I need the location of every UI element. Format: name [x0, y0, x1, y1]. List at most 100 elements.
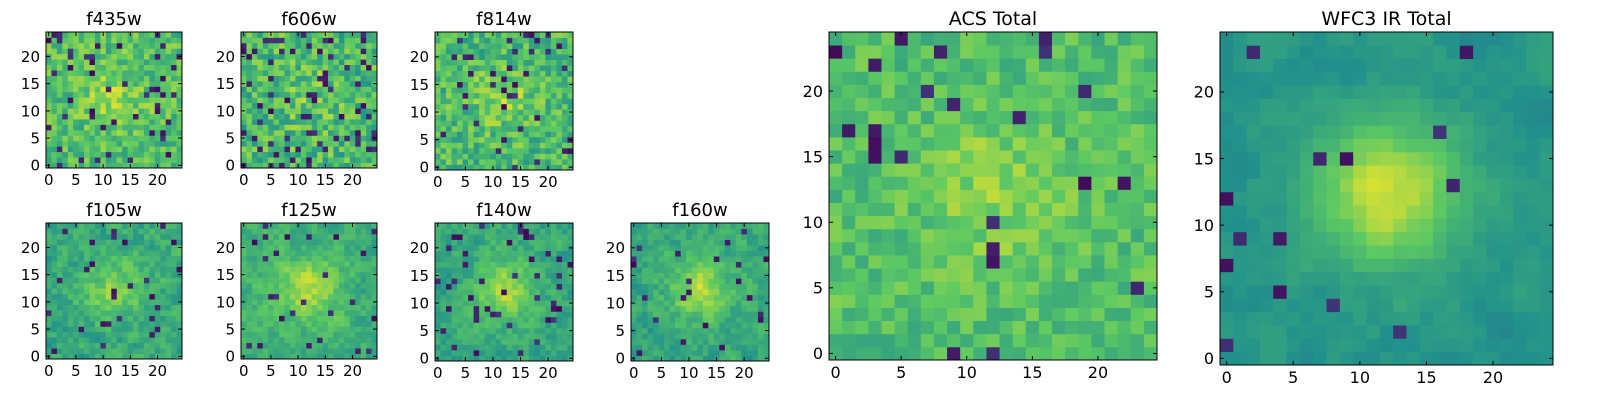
heatmap-cell — [284, 337, 291, 344]
heatmap-cell — [268, 37, 275, 44]
heatmap-cell — [686, 278, 693, 285]
heatmap-cell — [284, 228, 291, 235]
heatmap-cell — [100, 70, 107, 76]
heatmap-cell — [122, 250, 128, 257]
heatmap-cell — [160, 42, 167, 49]
heatmap-cell — [567, 322, 574, 329]
heatmap-cell — [697, 250, 704, 257]
heatmap-cell — [829, 176, 843, 190]
heatmap-cell — [251, 146, 258, 153]
heatmap-cell — [440, 327, 447, 334]
heatmap-cell — [171, 32, 177, 38]
heatmap-cell — [78, 266, 85, 273]
heatmap-cell — [462, 245, 469, 251]
heatmap-cell — [479, 283, 486, 290]
heatmap-cell — [138, 342, 145, 349]
heatmap-cell — [176, 64, 183, 71]
heatmap-cell — [149, 277, 156, 284]
heatmap-cell — [829, 307, 843, 322]
heatmap-cell — [680, 305, 687, 312]
heatmap-cell — [149, 124, 156, 131]
heatmap-cell — [143, 288, 150, 295]
heatmap-cell — [62, 80, 69, 87]
heatmap-cell — [534, 355, 541, 362]
heatmap-cell — [462, 153, 469, 160]
heatmap-cell — [741, 245, 748, 251]
heatmap-cell — [517, 81, 524, 88]
heatmap-cell — [479, 109, 486, 116]
heatmap-cell — [251, 326, 258, 333]
heatmap-cell — [349, 261, 356, 267]
heatmap-cell — [479, 43, 486, 49]
heatmap-cell — [435, 338, 441, 345]
heatmap-cell — [501, 228, 508, 235]
heatmap-cell — [116, 293, 123, 300]
heatmap-cell — [451, 37, 458, 44]
heatmap-cell — [344, 162, 351, 169]
y-tick-label: 10 — [21, 102, 40, 120]
heatmap-cell — [539, 250, 546, 257]
heatmap-cell — [89, 331, 96, 338]
heatmap-cell — [1012, 307, 1027, 322]
heatmap-cell — [268, 70, 275, 76]
heatmap-cell — [473, 142, 480, 149]
heatmap-cell — [473, 48, 480, 55]
heatmap-cell — [479, 98, 486, 105]
heatmap-cell — [528, 305, 535, 312]
heatmap-cell — [636, 261, 643, 268]
heatmap-cell — [268, 42, 275, 49]
heatmap-cell — [127, 64, 134, 71]
heatmap-cell — [763, 344, 770, 351]
heatmap-cell — [451, 147, 458, 154]
heatmap-cell — [675, 333, 682, 340]
x-tick-label: 5 — [461, 364, 471, 382]
heatmap-cell — [473, 338, 480, 345]
heatmap-cell — [94, 119, 101, 125]
heatmap-cell — [73, 233, 80, 240]
heatmap-cell — [105, 299, 112, 305]
heatmap-cell — [246, 282, 253, 289]
heatmap-cell — [311, 326, 318, 333]
heatmap-cell — [752, 272, 759, 279]
heatmap-cell — [165, 244, 172, 251]
heatmap-cell — [360, 97, 367, 104]
heatmap-cell — [446, 43, 452, 49]
heatmap-cell — [366, 299, 372, 305]
heatmap-cell — [73, 255, 80, 262]
heatmap-cell — [647, 311, 654, 318]
heatmap-cell — [947, 228, 961, 243]
heatmap-cell — [933, 215, 948, 230]
heatmap-cell — [881, 150, 895, 164]
heatmap-cell — [512, 267, 519, 274]
heatmap-cell — [306, 146, 313, 153]
heatmap-cell — [741, 278, 748, 285]
y-tick-label: 5 — [30, 320, 40, 338]
heatmap-cell — [999, 320, 1014, 335]
heatmap-cell — [567, 278, 574, 285]
heatmap-cell — [154, 151, 161, 158]
heatmap-cell — [366, 250, 372, 257]
heatmap-cell — [371, 331, 378, 338]
heatmap-cell — [176, 32, 183, 38]
heatmap-cell — [1038, 189, 1053, 203]
heatmap-cell — [528, 114, 535, 121]
heatmap-cell — [1038, 241, 1053, 256]
heatmap-cell — [658, 245, 665, 251]
heatmap-cell — [556, 109, 563, 116]
heatmap-cell — [512, 142, 519, 149]
heatmap-cell — [300, 233, 307, 240]
heatmap-cell — [631, 267, 637, 274]
heatmap-cell — [561, 250, 568, 257]
heatmap-cell — [56, 233, 63, 240]
heatmap-cell — [73, 48, 80, 55]
heatmap-cell — [171, 282, 177, 289]
heatmap-cell — [636, 305, 643, 312]
heatmap-cell — [360, 233, 367, 240]
heatmap-cell — [517, 37, 524, 44]
heatmap-cell — [344, 293, 351, 300]
heatmap-cell — [495, 355, 502, 362]
heatmap-cell — [371, 151, 378, 158]
heatmap-cell — [116, 91, 123, 98]
heatmap-cell — [517, 316, 524, 323]
